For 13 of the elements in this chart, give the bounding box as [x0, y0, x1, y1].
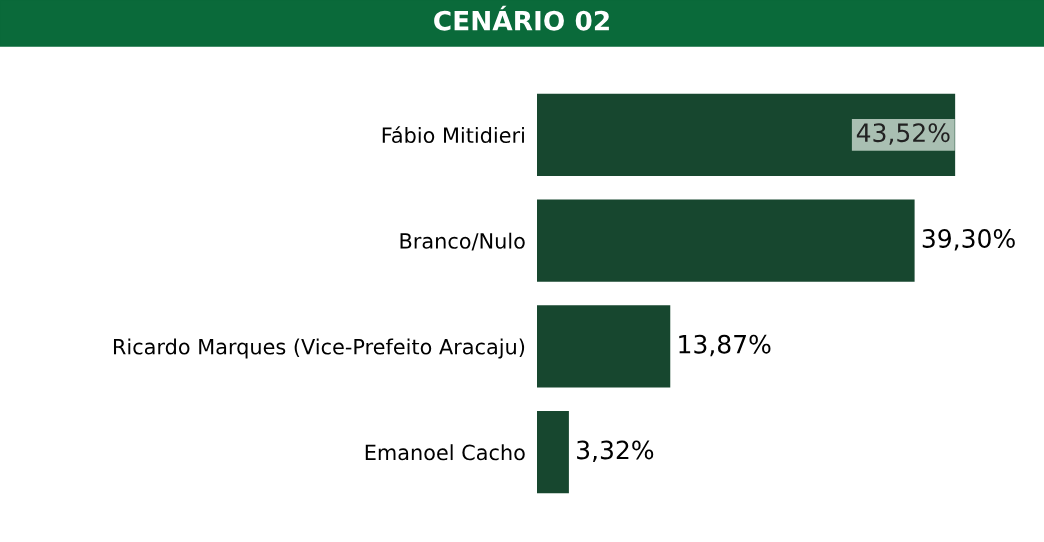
y-tick-label: Branco/Nulo: [400, 232, 525, 251]
bar: [537, 93, 956, 177]
data-label: 3,32%: [577, 440, 654, 462]
data-label: 43,52%: [856, 123, 950, 145]
chart-title: CENÁRIO 02: [434, 5, 609, 31]
y-tick-label: Fábio Mitidieri: [382, 126, 524, 144]
bar: [537, 410, 569, 494]
y-tick-label: Ricardo Marques (Vice-Prefeito Aracaju): [113, 338, 525, 359]
y-tick-label: Emanoel Cacho: [365, 444, 525, 461]
data-label: 39,30%: [922, 228, 1015, 251]
data-label: 13,87%: [679, 334, 771, 357]
bar: [537, 305, 671, 388]
bar: [537, 199, 915, 282]
